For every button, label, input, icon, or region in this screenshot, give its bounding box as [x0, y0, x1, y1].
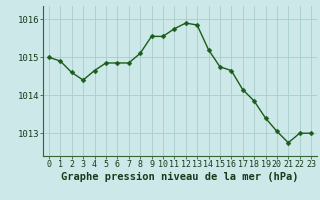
X-axis label: Graphe pression niveau de la mer (hPa): Graphe pression niveau de la mer (hPa)	[61, 172, 299, 182]
